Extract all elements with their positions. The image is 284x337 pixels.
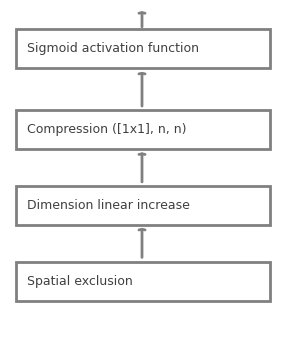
FancyBboxPatch shape <box>16 262 270 301</box>
Text: Compression ([1x1], n, n): Compression ([1x1], n, n) <box>27 123 187 136</box>
FancyBboxPatch shape <box>16 186 270 225</box>
FancyBboxPatch shape <box>16 111 270 149</box>
Text: Spatial exclusion: Spatial exclusion <box>27 275 133 288</box>
FancyBboxPatch shape <box>16 30 270 68</box>
Text: Sigmoid activation function: Sigmoid activation function <box>27 42 199 55</box>
Text: Dimension linear increase: Dimension linear increase <box>27 199 190 212</box>
